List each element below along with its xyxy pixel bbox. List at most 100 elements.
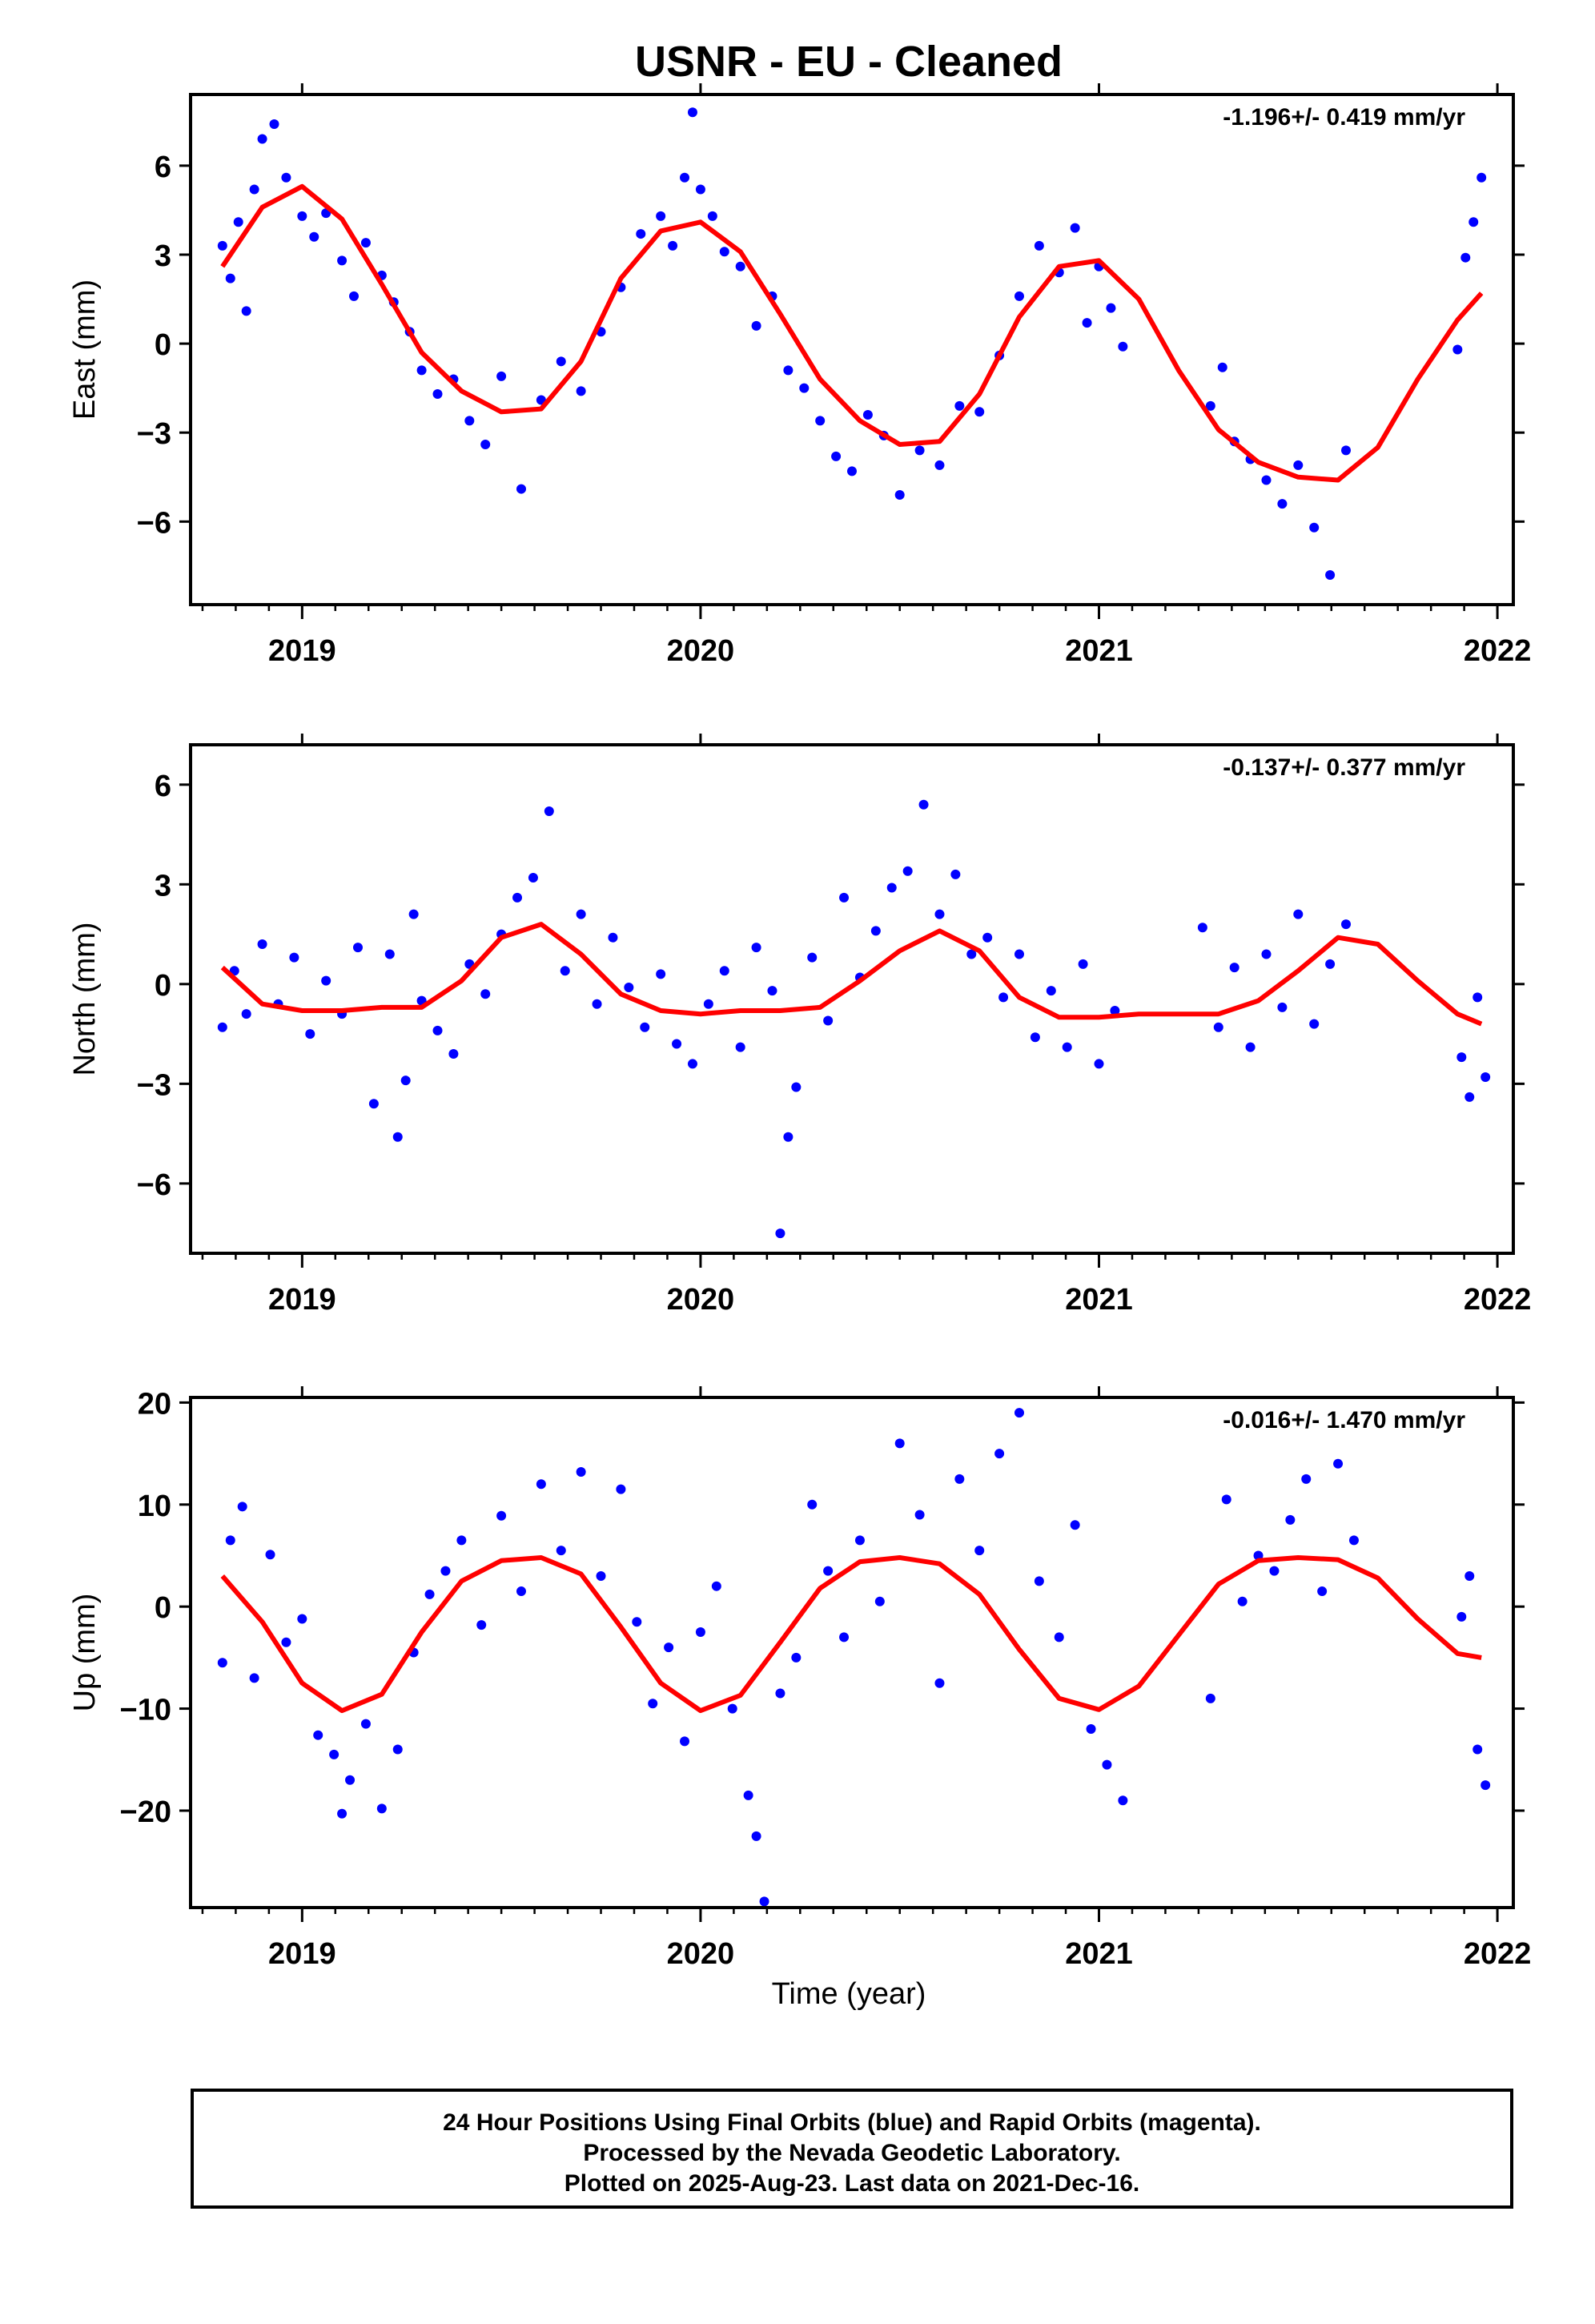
fit-curve xyxy=(220,922,1483,1027)
data-point xyxy=(1472,992,1483,1003)
data-point xyxy=(1480,1780,1491,1791)
data-point xyxy=(576,1467,586,1478)
data-point xyxy=(337,1808,348,1819)
data-point xyxy=(914,445,925,456)
data-point xyxy=(831,451,842,461)
data-point xyxy=(695,1627,705,1638)
data-point xyxy=(360,1719,371,1729)
data-point xyxy=(1480,1072,1491,1083)
data-point xyxy=(823,1015,834,1026)
data-point xyxy=(1217,362,1227,372)
data-point xyxy=(1293,909,1304,919)
data-point xyxy=(321,975,331,986)
x-tick-label: 2019 xyxy=(268,1283,336,1317)
data-point xyxy=(1205,1693,1215,1703)
data-point xyxy=(289,952,299,963)
data-point xyxy=(839,1632,850,1642)
panel-north: 2019 2020 2021 2022 −6 −3 0 3 6 North (mm) -0.137+… xyxy=(68,734,1531,1317)
data-point xyxy=(368,1099,379,1109)
y-tick-label: −3 xyxy=(137,417,171,451)
data-point xyxy=(751,320,761,331)
data-point xyxy=(1245,1042,1256,1052)
data-point xyxy=(954,1474,965,1484)
data-point xyxy=(636,229,646,239)
data-point xyxy=(974,1546,985,1556)
data-point xyxy=(544,806,554,817)
data-point xyxy=(1082,318,1092,328)
x-tick-label: 2020 xyxy=(667,1937,735,1971)
footer-line-3: Plotted on 2025-Aug-23. Last data on 202… xyxy=(564,2170,1140,2197)
y-tick-label: 20 xyxy=(138,1387,171,1421)
data-point xyxy=(349,291,360,301)
data-point xyxy=(1014,949,1024,959)
data-point xyxy=(1301,1474,1312,1484)
data-point xyxy=(807,1499,818,1510)
y-axis-label: North (mm) xyxy=(68,922,102,1076)
data-point xyxy=(1325,959,1336,969)
data-point xyxy=(1468,217,1479,227)
data-point xyxy=(217,240,227,251)
data-point xyxy=(632,1617,642,1627)
data-point xyxy=(576,386,586,396)
data-point xyxy=(1205,400,1215,411)
data-point xyxy=(695,184,705,195)
data-point xyxy=(1464,1092,1475,1102)
data-point xyxy=(687,107,697,118)
data-point xyxy=(608,932,618,943)
data-point xyxy=(719,247,729,257)
data-point xyxy=(874,1596,885,1606)
data-point xyxy=(1261,949,1272,959)
data-point xyxy=(668,240,678,251)
y-tick-label: 0 xyxy=(155,969,171,1003)
data-point xyxy=(269,119,279,130)
data-point xyxy=(1341,445,1352,456)
data-point xyxy=(1054,1632,1064,1642)
data-point xyxy=(257,939,267,950)
data-point xyxy=(783,365,793,376)
data-point xyxy=(496,1510,507,1521)
x-tick-label: 2019 xyxy=(268,1937,336,1971)
data-point xyxy=(480,440,491,450)
data-point xyxy=(914,1510,925,1520)
data-point xyxy=(680,172,690,183)
data-point xyxy=(440,1566,451,1576)
data-point xyxy=(966,949,977,959)
data-point xyxy=(1293,460,1304,470)
data-point xyxy=(1476,172,1487,183)
data-point xyxy=(313,1730,323,1740)
data-point xyxy=(1046,986,1056,996)
data-point xyxy=(664,1642,674,1653)
data-point xyxy=(536,1479,546,1490)
y-tick-label: −20 xyxy=(120,1795,171,1829)
data-point xyxy=(1253,1550,1264,1561)
data-point xyxy=(225,1535,235,1546)
data-point xyxy=(1086,1724,1096,1735)
data-point xyxy=(305,1029,315,1039)
data-point xyxy=(392,1744,403,1755)
data-point xyxy=(934,460,945,470)
data-point xyxy=(1034,1576,1044,1586)
data-point xyxy=(1333,1458,1344,1469)
figure-title: USNR - EU - Cleaned xyxy=(635,38,1063,86)
data-point xyxy=(656,211,666,221)
footer-box: 24 Hour Positions Using Final Orbits (bl… xyxy=(191,2089,1513,2209)
data-point xyxy=(1348,1535,1359,1546)
x-tick-label: 2019 xyxy=(268,634,336,668)
panels-group: 2019 2020 2021 2022 −6 −3 0 3 6 East (mm) -1.196+/… xyxy=(68,83,1531,1971)
data-point xyxy=(815,416,826,426)
data-point xyxy=(1261,475,1272,485)
footer-line-2: Processed by the Nevada Geodetic Laborat… xyxy=(583,2140,1121,2166)
data-point xyxy=(894,1438,905,1449)
data-point xyxy=(862,409,873,420)
y-tick-label: 3 xyxy=(155,239,171,273)
data-point xyxy=(217,1022,227,1032)
data-point xyxy=(648,1699,658,1709)
y-tick-label: 6 xyxy=(155,770,171,803)
data-point xyxy=(994,1449,1005,1459)
data-point xyxy=(934,1678,945,1688)
data-point xyxy=(448,1048,459,1059)
data-point xyxy=(516,1586,526,1597)
data-point xyxy=(257,134,267,144)
y-tick-label: −6 xyxy=(137,506,171,540)
